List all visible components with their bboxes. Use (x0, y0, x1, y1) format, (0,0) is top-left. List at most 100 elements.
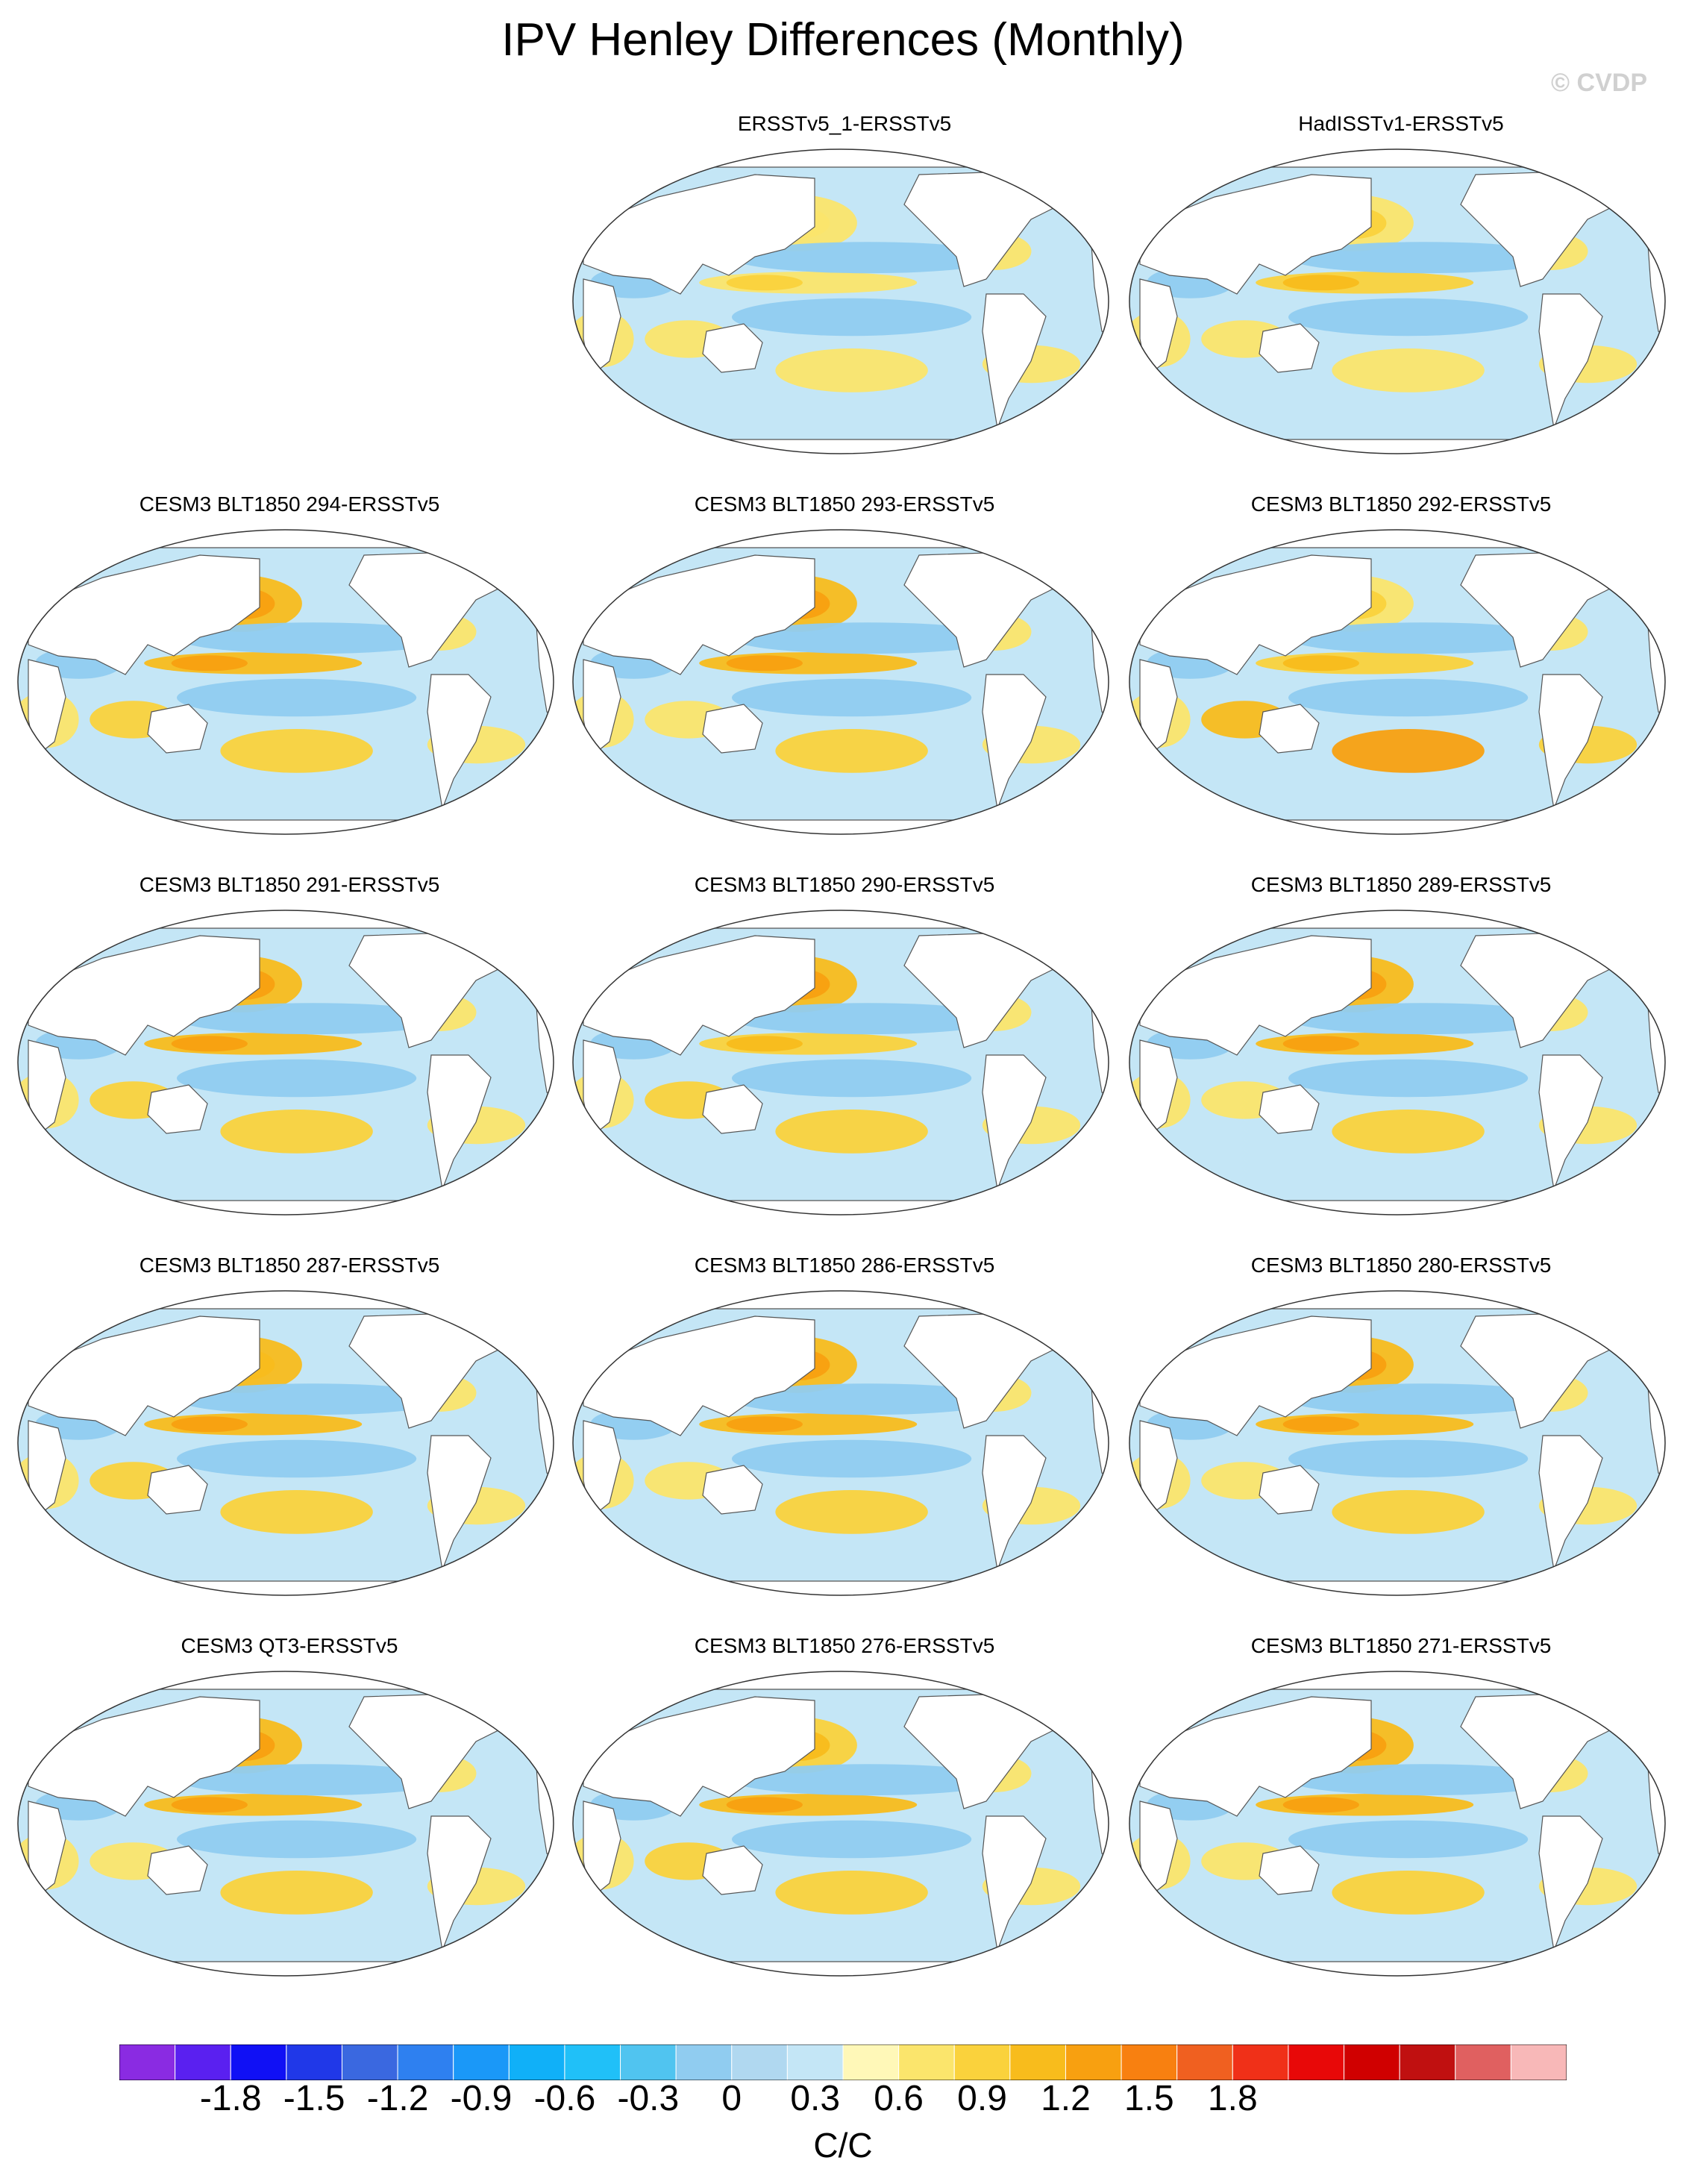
land-mass (147, 704, 208, 754)
south-pacific-anomaly (1332, 1110, 1485, 1154)
south-pacific-anomaly (775, 1871, 928, 1915)
map-panel: ERSSTv5_1-ERSSTv5 (568, 112, 1121, 463)
colorbar-tick-label: 1.2 (1041, 2079, 1091, 2118)
figure-title: IPV Henley Differences (Monthly) (501, 14, 1185, 66)
robinson-map (1129, 1671, 1666, 1977)
south-pacific-anomaly (775, 1490, 928, 1534)
panel-title: CESM3 BLT1850 291-ERSSTv5 (139, 873, 440, 896)
panel-title: CESM3 BLT1850 280-ERSSTv5 (1250, 1254, 1552, 1277)
map-panel: CESM3 QT3-ERSSTv5 (13, 1634, 565, 1985)
colorbar-swatch (1455, 2044, 1511, 2080)
land-mass (573, 1671, 1109, 1690)
west-pacific-core (726, 275, 803, 291)
map-outline (572, 529, 1109, 835)
map-outline (572, 1671, 1109, 1977)
south-pacific-anomaly (220, 1871, 373, 1915)
subtropical-north-negative (732, 1003, 1004, 1035)
colorbar-units: C/C (813, 2126, 873, 2165)
land-mass (573, 439, 1109, 454)
panel-title: CESM3 QT3-ERSSTv5 (181, 1634, 398, 1657)
land-mass (583, 1315, 815, 1436)
subtropical-north-negative (1288, 1003, 1561, 1035)
land-mass (573, 819, 1109, 834)
map-outline (1129, 529, 1666, 835)
west-pacific-core (1282, 1416, 1359, 1433)
land-mass (18, 1580, 554, 1595)
land-mass (702, 1465, 763, 1515)
colorbar (119, 2044, 1567, 2080)
land-mass (583, 1696, 815, 1817)
subtropical-south-negative (1288, 1820, 1529, 1859)
colorbar-swatch (1288, 2044, 1345, 2080)
land-mass (1139, 935, 1372, 1056)
land-mass (982, 1815, 1047, 1953)
colorbar-swatch (786, 2044, 844, 2080)
land-mass (1129, 1961, 1665, 1976)
land-mass (28, 1420, 66, 1519)
land-mass (583, 1039, 621, 1139)
robinson-map (17, 1671, 554, 1977)
robinson-map (572, 148, 1109, 454)
panel-title: CESM3 BLT1850 292-ERSSTv5 (1250, 492, 1552, 516)
land-mass (18, 530, 554, 548)
land-mass (1538, 293, 1603, 431)
land-mass (427, 1815, 492, 1953)
subtropical-north-negative (732, 622, 1004, 654)
subtropical-north-negative (177, 1003, 449, 1035)
map-panel: CESM3 BLT1850 271-ERSSTv5 (1125, 1634, 1677, 1985)
land-mass (583, 278, 621, 378)
west-pacific-core (171, 1416, 248, 1433)
map-panel: CESM3 BLT1850 286-ERSSTv5 (568, 1254, 1121, 1604)
colorbar-swatch (1344, 2044, 1400, 2080)
map-panel: CESM3 BLT1850 276-ERSSTv5 (568, 1634, 1121, 1985)
robinson-map (17, 910, 554, 1215)
colorbar-swatch (953, 2044, 1011, 2080)
south-pacific-anomaly (220, 1110, 373, 1154)
south-pacific-anomaly (775, 348, 928, 392)
land-mass (18, 1291, 554, 1310)
west-pacific-core (1282, 275, 1359, 291)
land-mass (702, 704, 763, 754)
land-mass (1139, 659, 1178, 758)
land-mass (28, 659, 66, 758)
subtropical-south-negative (1288, 1439, 1529, 1478)
subtropical-south-negative (177, 1059, 417, 1098)
south-pacific-anomaly (1332, 1490, 1485, 1534)
map-outline (1129, 1671, 1666, 1977)
land-mass (583, 935, 815, 1056)
colorbar-swatch (675, 2044, 733, 2080)
robinson-map (572, 529, 1109, 835)
colorbar-swatch (453, 2044, 510, 2080)
land-mass (147, 1845, 208, 1895)
land-mass (1139, 554, 1372, 675)
map-panel: CESM3 BLT1850 287-ERSSTv5 (13, 1254, 565, 1604)
west-pacific-core (1282, 1036, 1359, 1052)
land-mass (982, 1054, 1047, 1192)
subtropical-south-negative (177, 678, 417, 717)
land-mass (1139, 1420, 1178, 1519)
land-mass (1129, 439, 1665, 454)
cvdp-watermark: © CVDP (1551, 69, 1647, 97)
land-mass (427, 674, 492, 811)
land-mass (28, 1800, 66, 1900)
land-mass (1538, 674, 1603, 811)
map-panel: HadISSTv1-ERSSTv5 (1125, 112, 1677, 463)
colorbar-tick-label: -1.8 (199, 2079, 262, 2118)
land-mass (573, 1200, 1109, 1215)
map-outline (17, 910, 554, 1215)
land-mass (702, 1084, 763, 1134)
land-mass (18, 1200, 554, 1215)
robinson-map (17, 529, 554, 835)
map-panel: CESM3 BLT1850 291-ERSSTv5 (13, 873, 565, 1224)
map-panel: CESM3 BLT1850 294-ERSSTv5 (13, 492, 565, 843)
west-pacific-core (171, 1797, 248, 1813)
land-mass (1139, 1800, 1178, 1900)
subtropical-south-negative (732, 678, 972, 717)
colorbar-swatch (564, 2044, 621, 2080)
land-mass (1538, 1435, 1603, 1572)
panel-title: CESM3 BLT1850 290-ERSSTv5 (694, 873, 995, 896)
colorbar-swatch (286, 2044, 342, 2080)
robinson-map (1129, 148, 1666, 454)
colorbar-tick-label: 0.9 (957, 2079, 1007, 2118)
robinson-map (1129, 529, 1666, 835)
